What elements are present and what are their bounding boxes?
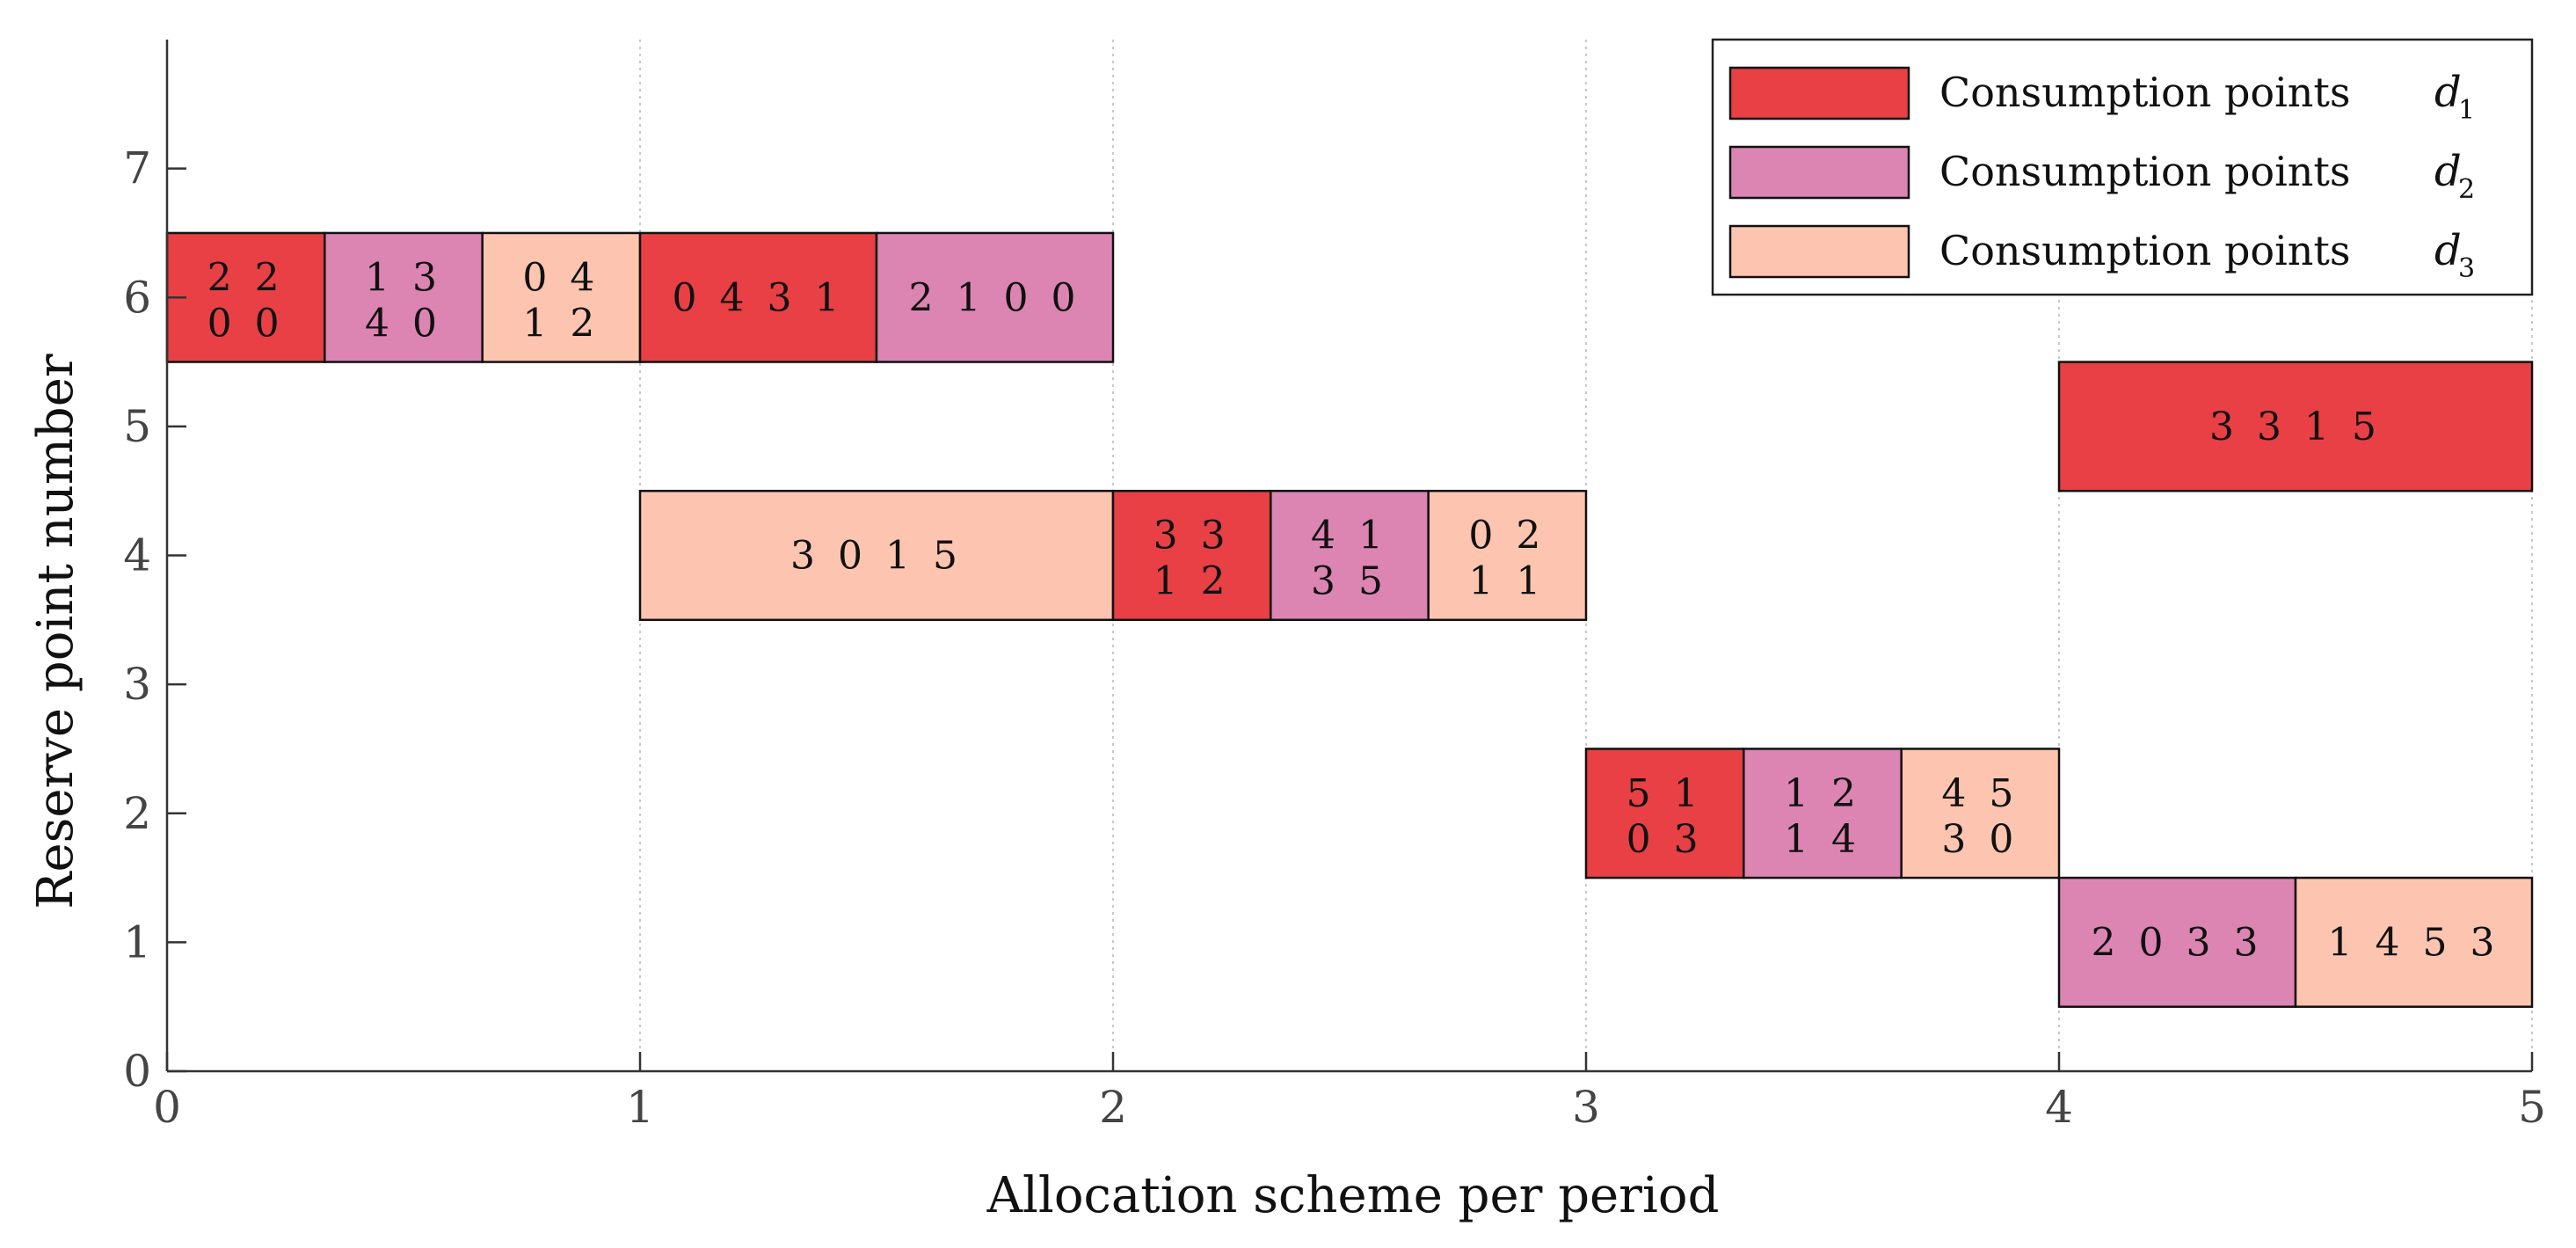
legend-subscript: 3 [2458,253,2475,284]
bar-rect [2294,876,2534,1008]
bar-reserve-4-5: 3 0 1 5 [638,489,1115,622]
bar-label: 3 3 1 5 [2209,405,2382,449]
bar-reserve-1-13: 2 0 3 3 [2057,876,2297,1008]
legend-entry-3: Consumption points d3 [1728,224,2475,284]
y-tick-label: 6 [123,272,151,323]
bar-rect [165,231,326,363]
bar-rect [638,489,1115,622]
legend-swatch [1728,224,1910,279]
legend-symbol: d [2434,226,2462,275]
y-tick-label: 7 [123,143,151,194]
bar-label-bottom: 1 2 [522,301,600,346]
bar-label-bottom: 0 0 [207,301,285,346]
legend-entry-1: Consumption points d1 [1728,66,2475,126]
bar-reserve-4-8: 0 21 1 [1427,489,1588,622]
bar-rect [1900,748,2061,879]
bar-rect [1270,489,1430,622]
legend-label: Consumption points [1939,227,2351,274]
bar-rect [481,231,642,363]
x-tick-label: 5 [2518,1082,2546,1133]
bar-reserve-1-14: 1 4 5 3 [2294,876,2534,1008]
legend-swatch [1728,145,1910,200]
bar-label-bottom: 3 0 [1941,817,2019,862]
legend-label: Consumption points [1939,148,2351,195]
y-tick-label: 1 [123,916,151,967]
bar-label: 2 0 3 3 [2092,920,2264,965]
bar-reserve-5-12: 3 3 1 5 [2057,361,2534,493]
bar-label-bottom: 3 5 [1311,559,1388,604]
bar-label-top: 0 2 [1468,514,1546,558]
bar-label-bottom: 0 3 [1626,817,1704,862]
bar-reserve-4-7: 4 13 5 [1270,489,1430,622]
legend-label: Consumption points [1939,69,2351,116]
bar-reserve-6-4: 2 1 0 0 [875,231,1115,363]
bar-rect [875,231,1115,363]
bar-reserve-2-11: 4 53 0 [1900,748,2061,879]
legend-swatch [1728,66,1910,120]
bar-reserve-6-0: 2 20 0 [165,231,326,363]
x-tick-label: 0 [153,1082,181,1133]
y-tick-label: 2 [123,788,151,839]
bar-label-top: 5 1 [1626,771,1704,816]
bar-rect [1743,748,1903,879]
bar-rect [638,231,878,363]
legend-symbol: d [2434,147,2462,196]
bar-reserve-6-2: 0 41 2 [481,231,642,363]
x-tick-label: 2 [1099,1082,1127,1133]
bar-label: 2 1 0 0 [909,275,1081,320]
y-tick-label: 3 [123,659,151,710]
bar-label-top: 0 4 [522,255,600,300]
bar-reserve-4-6: 3 31 2 [1111,489,1272,622]
bar-label-bottom: 1 4 [1784,817,1861,862]
bar-label-top: 1 3 [365,255,442,300]
bar-reserve-2-10: 1 21 4 [1743,748,1903,879]
bar-label: 3 0 1 5 [790,534,963,579]
bar-label-top: 2 2 [207,255,285,300]
legend-entry-2: Consumption points d2 [1728,145,2475,205]
bar-rect [1427,489,1588,622]
bar-reserve-6-1: 1 34 0 [324,231,484,363]
bar-label: 1 4 5 3 [2328,920,2500,965]
y-axis-title: Reserve point number [27,354,84,909]
y-tick-label: 5 [123,401,151,452]
legend-subscript: 2 [2458,174,2475,205]
x-tick-label: 1 [626,1082,654,1133]
bar-label-top: 4 1 [1311,514,1388,558]
bar-label-top: 4 5 [1941,771,2019,816]
x-tick-label: 4 [2045,1082,2073,1133]
bar-label-bottom: 1 1 [1468,559,1546,604]
bar-reserve-2-9: 5 10 3 [1584,748,1745,879]
y-tick-label: 4 [123,530,151,581]
x-tick-label: 3 [1572,1082,1600,1133]
bar-rect [1111,489,1272,622]
bar-label-bottom: 4 0 [365,301,442,346]
bar-label-top: 1 2 [1784,771,1861,816]
bar-rect [2057,361,2534,493]
bar-label-top: 3 3 [1153,514,1231,558]
legend-symbol: d [2434,68,2462,117]
bar-reserve-6-3: 0 4 3 1 [638,231,878,363]
bar-label-bottom: 1 2 [1153,559,1231,604]
bar-label: 0 4 3 1 [673,275,845,320]
axes: 0 1 2 3 4 5 0 1 2 3 4 5 6 7 [123,40,2546,1133]
y-tick-label: 0 [123,1046,151,1097]
bar-rect [2057,876,2297,1008]
legend-subscript: 1 [2458,95,2475,126]
x-axis-title: Allocation scheme per period [986,1167,1720,1224]
